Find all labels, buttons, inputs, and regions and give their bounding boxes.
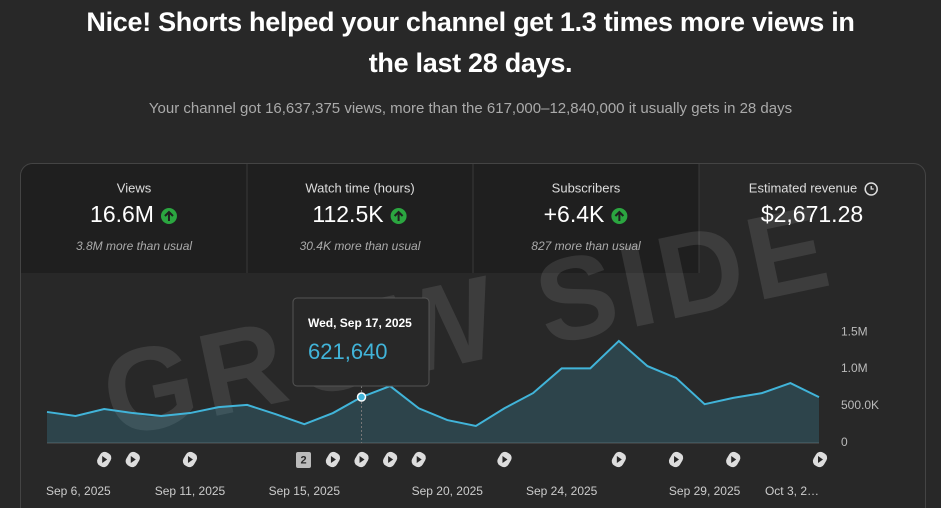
clock-icon[interactable] — [864, 182, 878, 196]
shorts-badge: 2 — [300, 454, 306, 466]
shorts-play — [502, 456, 508, 463]
metric-value: +6.4K — [544, 201, 605, 227]
up-arrow — [614, 210, 625, 221]
line — [46, 339, 820, 428]
y-tick-label: 0 — [841, 435, 848, 449]
shorts-play — [359, 456, 365, 463]
x-tick-label: Sep 24, 2025 — [526, 484, 598, 498]
shorts-play — [102, 456, 108, 463]
metric-value: 16.6M — [90, 201, 154, 227]
metric-tiles: Views 16.6M 3.8M more than usual Watch time… — [76, 180, 878, 253]
metric-label: Watch time (hours) — [305, 180, 414, 195]
headline: Nice! Shorts helped your channel get 1.3… — [86, 7, 855, 78]
tooltip-date: Wed, Sep 17, 2025 — [308, 316, 412, 330]
metric-label: Subscribers — [552, 180, 621, 195]
metric-label: Views — [117, 180, 152, 195]
x-tick-label: Oct 3, 2… — [765, 484, 819, 498]
tooltip-value: 621,640 — [308, 339, 388, 364]
metric-note: 30.4K more than usual — [300, 239, 421, 253]
chart: 0 500.0K 1.0M 1.5M Sep 6, 2025 Sep 11, 2025 Se… — [46, 297, 879, 498]
shorts-play — [674, 456, 680, 463]
metric-note: 3.8M more than usual — [76, 239, 192, 253]
subtitle: Your channel got 16,637,375 views, more … — [148, 100, 793, 117]
shorts-play — [187, 456, 193, 463]
shorts-play — [130, 456, 136, 463]
x-tick-label: Sep 11, 2025 — [155, 484, 226, 498]
shorts-badge-bg[interactable] — [296, 452, 311, 468]
area — [47, 340, 819, 443]
tiles-bg — [21, 164, 699, 273]
shorts-play — [616, 456, 622, 463]
metric-label: Estimated revenue — [749, 180, 857, 195]
metric-value: 112.5K — [312, 201, 384, 227]
shorts-play — [416, 456, 422, 463]
metric-note: 827 more than usual — [531, 239, 641, 253]
y-tick-label: 500.0K — [841, 398, 879, 412]
x-tick-label: Sep 29, 2025 — [669, 484, 741, 498]
shorts-play — [731, 456, 737, 463]
x-tick-label: Sep 15, 2025 — [269, 484, 341, 498]
tooltip-box — [292, 297, 430, 387]
shorts-play — [388, 456, 394, 463]
x-tick-label: Sep 20, 2025 — [412, 484, 484, 498]
y-tick-label: 1.5M — [841, 324, 868, 338]
shorts-play — [330, 456, 336, 463]
x-tick-label: Sep 6, 2025 — [46, 484, 111, 498]
up-arrow — [164, 210, 174, 221]
shorts-play — [818, 456, 823, 463]
hover-point — [356, 392, 367, 402]
y-tick-label: 1.0M — [841, 361, 868, 375]
clock-hand — [870, 186, 874, 190]
metric-value: $2,671.28 — [761, 201, 863, 227]
up-arrow — [393, 210, 404, 221]
